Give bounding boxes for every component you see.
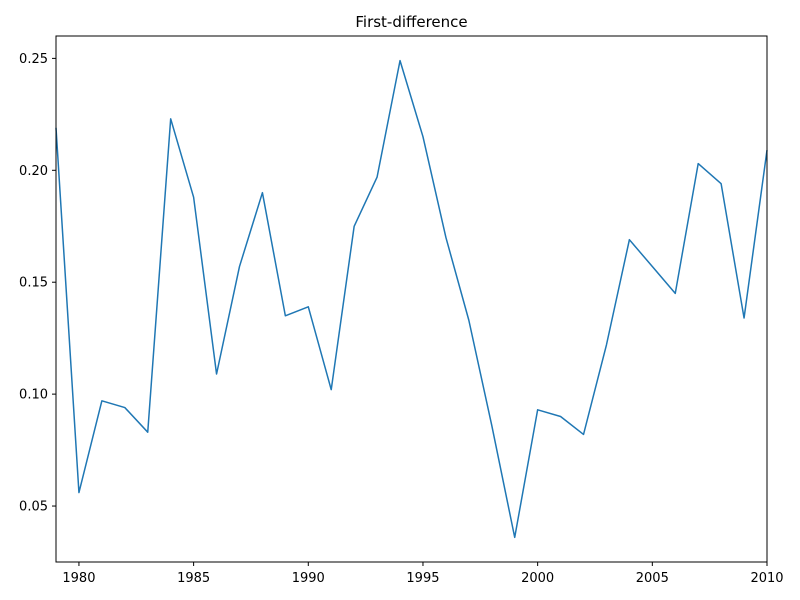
x-tick-label: 1995 (406, 571, 439, 586)
y-tick-label: 0.15 (19, 276, 48, 291)
y-tick-label: 0.20 (19, 164, 48, 179)
x-tick-label: 2000 (521, 571, 554, 586)
y-axis: 0.05 0.10 0.15 0.20 0.25 (19, 52, 56, 515)
chart-title: First-difference (355, 13, 467, 31)
y-tick-label: 0.25 (19, 52, 48, 67)
x-tick-label: 2010 (750, 571, 783, 586)
plot-area (55, 59, 768, 539)
y-tick-label: 0.10 (19, 388, 48, 403)
x-tick-label: 2005 (636, 571, 669, 586)
x-tick-label: 1980 (62, 571, 95, 586)
x-tick-label: 1990 (292, 571, 325, 586)
x-axis: 1980 1985 1990 1995 2000 2005 2010 (62, 562, 784, 586)
x-tick-label: 1985 (177, 571, 210, 586)
y-tick-label: 0.05 (19, 500, 48, 515)
plot-frame (55, 35, 768, 563)
series-line-0 (55, 59, 768, 539)
